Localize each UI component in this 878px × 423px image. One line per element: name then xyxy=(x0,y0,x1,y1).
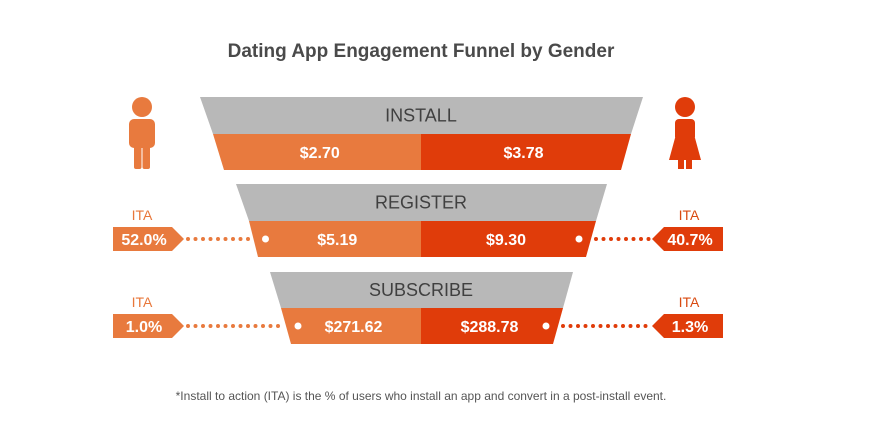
female-ita-value: 1.3% xyxy=(672,319,708,336)
male-ita-badge xyxy=(113,227,184,251)
chart-title: Dating App Engagement Funnel by Gender xyxy=(228,41,615,62)
male-value-bar xyxy=(249,221,421,257)
male-ita-label: ITA xyxy=(132,207,153,223)
male-value-bar xyxy=(213,134,421,170)
male-ita-value: 1.0% xyxy=(126,319,162,336)
footnote: *Install to action (ITA) is the % of use… xyxy=(176,389,667,403)
female-connector-dot xyxy=(575,235,583,243)
female-ita-badge xyxy=(652,227,723,251)
stage-label: INSTALL xyxy=(385,106,457,126)
female-connector-dot xyxy=(542,322,550,330)
female-value-bar xyxy=(421,221,596,257)
male-value-label: $271.62 xyxy=(325,319,383,336)
stage-label: SUBSCRIBE xyxy=(369,280,473,300)
male-value-label: $5.19 xyxy=(317,232,357,249)
stage-label: REGISTER xyxy=(375,193,467,213)
female-ita-label: ITA xyxy=(679,207,700,223)
stage-header-band xyxy=(236,184,607,221)
stage-header-band xyxy=(270,272,573,308)
male-person-icon xyxy=(129,97,155,169)
female-value-label: $3.78 xyxy=(503,145,543,162)
female-value-label: $288.78 xyxy=(461,319,519,336)
male-ita-label: ITA xyxy=(132,294,153,310)
male-value-label: $2.70 xyxy=(300,145,340,162)
female-ita-value: 40.7% xyxy=(667,232,712,249)
male-ita-badge xyxy=(113,314,184,338)
female-value-bar xyxy=(421,134,631,170)
stage-header-band xyxy=(200,97,643,134)
male-connector-dot xyxy=(262,235,269,243)
female-person-icon xyxy=(669,97,701,169)
male-connector-dot xyxy=(294,322,302,330)
female-value-bar xyxy=(421,308,563,344)
male-value-bar xyxy=(281,308,421,344)
male-ita-value: 52.0% xyxy=(121,232,166,249)
female-value-label: $9.30 xyxy=(486,232,526,249)
female-ita-badge xyxy=(652,314,723,338)
female-ita-label: ITA xyxy=(679,294,700,310)
